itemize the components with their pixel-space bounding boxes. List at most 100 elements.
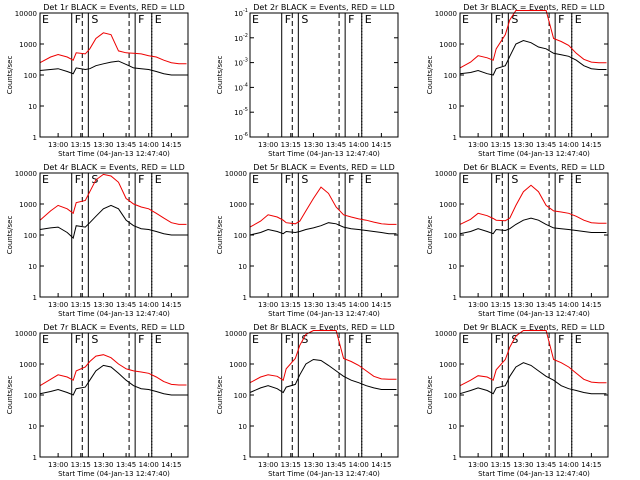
- series-events: [39, 60, 187, 76]
- series-events: [459, 217, 607, 235]
- marker-label: E: [462, 13, 469, 26]
- x-tick-label: 13:45: [116, 461, 136, 469]
- x-tick-label: 13:00: [258, 141, 278, 149]
- x-tick-label: 14:15: [371, 141, 391, 149]
- x-axis-label: Start Time (04-Jan-13 12:47:40): [478, 470, 590, 478]
- plot-frame: [39, 172, 189, 298]
- y-tick-label: 10: [448, 103, 457, 111]
- y-tick-label: 1000: [19, 41, 37, 49]
- marker-label: S: [301, 173, 308, 186]
- x-tick-label: 13:45: [536, 141, 556, 149]
- x-axis-label: Start Time (04-Jan-13 12:47:40): [478, 150, 590, 158]
- marker-label: E: [365, 333, 372, 346]
- marker-label: S: [301, 333, 308, 346]
- marker-label: E: [365, 13, 372, 26]
- y-tick-label: 10: [234, 84, 243, 92]
- plot-frame: [249, 332, 399, 458]
- marker-label: F: [285, 173, 291, 186]
- y-tick-label: 10: [448, 263, 457, 271]
- x-tick-label: 13:45: [116, 301, 136, 309]
- x-tick-label: 13:45: [326, 301, 346, 309]
- x-tick-label: 13:30: [303, 141, 323, 149]
- x-tick-label: 13:15: [71, 301, 91, 309]
- x-tick-label: 14:00: [559, 301, 579, 309]
- plot-frame: [459, 12, 609, 138]
- y-tick-label: 10000: [15, 170, 37, 178]
- x-tick-label: 13:30: [303, 461, 323, 469]
- marker-label: F: [138, 13, 144, 26]
- x-tick-label: 13:45: [326, 141, 346, 149]
- y-axis-label: Counts/sec: [6, 56, 14, 95]
- y-tick-label: 10: [234, 109, 243, 117]
- y-axis-label: Counts/sec: [216, 216, 224, 255]
- marker-label: E: [252, 13, 259, 26]
- panel-title: Det 4r BLACK = Events, RED = LLD: [43, 163, 185, 172]
- marker-label: F: [495, 173, 501, 186]
- x-axis-label: Start Time (04-Jan-13 12:47:40): [58, 470, 170, 478]
- marker-label: E: [575, 13, 582, 26]
- y-axis-label: Counts/sec: [6, 216, 14, 255]
- marker-label: E: [155, 173, 162, 186]
- y-tick-label: 10: [234, 10, 243, 18]
- y-tick-label: 100: [24, 392, 37, 400]
- x-tick-label: 14:15: [371, 301, 391, 309]
- x-tick-label: 13:00: [468, 301, 488, 309]
- marker-label: S: [511, 13, 518, 26]
- plot-frame: [459, 172, 609, 298]
- marker-label: F: [495, 333, 501, 346]
- marker-label: S: [91, 13, 98, 26]
- marker-label: E: [42, 333, 49, 346]
- panel-title: Det 9r BLACK = Events, RED = LLD: [463, 323, 605, 332]
- plot-frame: [39, 332, 189, 458]
- y-tick-label: 1: [453, 294, 457, 302]
- plot-frame: [459, 332, 609, 458]
- y-tick-label: 1: [453, 454, 457, 462]
- y-tick-label: 10000: [435, 10, 457, 18]
- y-tick-label: 1: [33, 134, 37, 142]
- x-tick-label: 14:15: [161, 301, 181, 309]
- x-tick-label: 14:15: [161, 461, 181, 469]
- x-axis-label: Start Time (04-Jan-13 12:47:40): [478, 310, 590, 318]
- marker-label: F: [285, 13, 291, 26]
- y-tick-label: 1: [33, 294, 37, 302]
- x-tick-label: 13:15: [281, 461, 301, 469]
- marker-label: F: [348, 13, 354, 26]
- marker-label: S: [511, 173, 518, 186]
- x-tick-label: 13:30: [93, 301, 113, 309]
- marker-label: E: [42, 13, 49, 26]
- series-lld: [459, 184, 607, 225]
- marker-label: E: [462, 173, 469, 186]
- marker-label: F: [285, 333, 291, 346]
- x-tick-label: 13:00: [258, 301, 278, 309]
- y-tick-label: 1000: [19, 201, 37, 209]
- marker-label: E: [462, 333, 469, 346]
- y-tick-label: 10000: [225, 330, 247, 338]
- y-axis-label: Counts/sec: [216, 376, 224, 415]
- x-tick-label: 13:00: [48, 141, 68, 149]
- x-tick-label: 14:15: [161, 141, 181, 149]
- x-tick-label: 13:45: [116, 141, 136, 149]
- y-axis-label: Counts/sec: [426, 376, 434, 415]
- x-tick-label: 13:15: [491, 301, 511, 309]
- x-tick-label: 14:15: [581, 461, 601, 469]
- y-tick-label: 100: [24, 72, 37, 80]
- series-lld: [249, 330, 397, 384]
- y-tick-label: 10: [448, 423, 457, 431]
- y-tick-label: 10: [28, 423, 37, 431]
- x-tick-label: 13:45: [536, 461, 556, 469]
- y-axis-label: Counts/sec: [426, 216, 434, 255]
- marker-label: S: [301, 13, 308, 26]
- y-tick-label: 1000: [439, 41, 457, 49]
- x-tick-label: 14:15: [371, 461, 391, 469]
- x-tick-label: 13:45: [326, 461, 346, 469]
- y-tick-exponent: -2: [243, 33, 248, 39]
- y-tick-label: 1000: [19, 361, 37, 369]
- y-tick-label: 10: [234, 60, 243, 68]
- y-tick-label: 10: [234, 134, 243, 142]
